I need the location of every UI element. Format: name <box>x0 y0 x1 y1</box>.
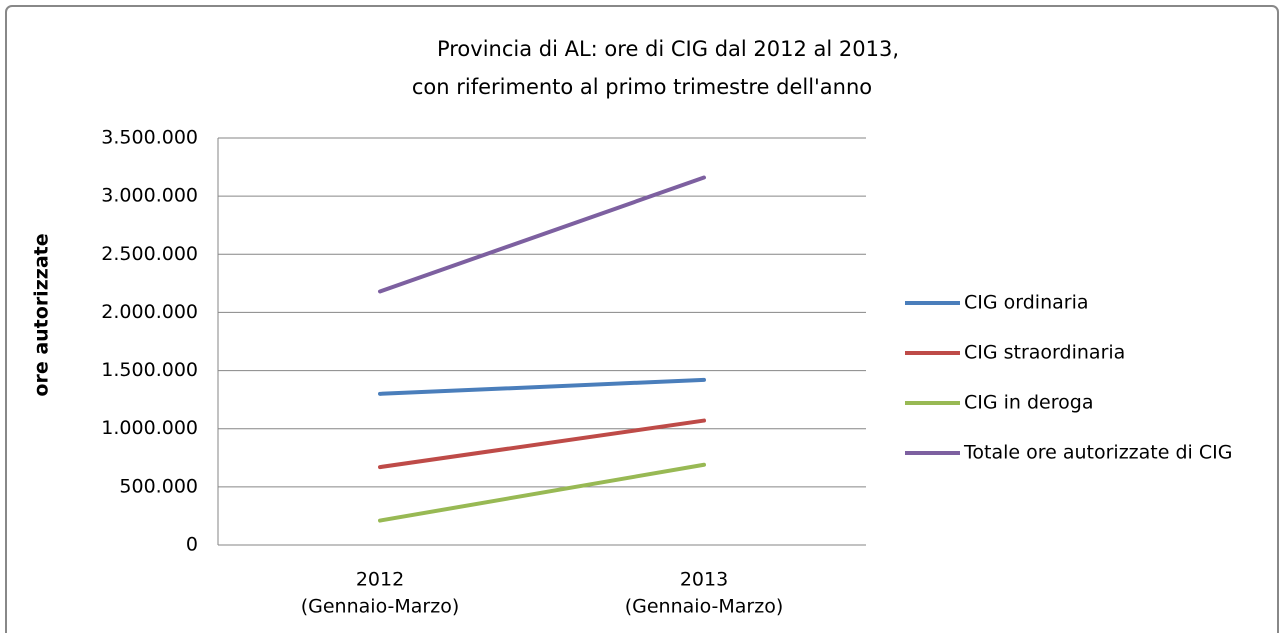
legend-label: CIG in deroga <box>964 392 1093 414</box>
x-tick-label: (Gennaio-Marzo) <box>625 596 784 618</box>
y-tick-label: 3.500.000 <box>101 127 198 149</box>
legend-label: Totale ore autorizzate di CIG <box>963 442 1232 464</box>
series-line <box>378 462 706 523</box>
y-tick-label: 1.000.000 <box>101 417 198 439</box>
chart-border <box>5 5 1279 633</box>
y-tick-label: 1.500.000 <box>101 359 198 381</box>
series-line <box>378 377 706 396</box>
series-line <box>378 418 706 470</box>
y-tick-label: 3.000.000 <box>101 185 198 207</box>
x-tick-label: (Gennaio-Marzo) <box>301 596 460 618</box>
y-axis-title: ore autorizzate <box>31 233 53 396</box>
legend-label: CIG ordinaria <box>964 292 1089 314</box>
chart-title: con riferimento al primo trimestre dell'… <box>412 75 872 99</box>
y-tick-label: 0 <box>186 534 198 556</box>
x-tick-label: 2013 <box>680 569 728 591</box>
series-line <box>378 175 706 294</box>
chart-title: Provincia di AL: ore di CIG dal 2012 al … <box>437 37 899 61</box>
y-tick-label: 2.500.000 <box>101 243 198 265</box>
y-tick-label: 500.000 <box>119 475 198 497</box>
x-tick-label: 2012 <box>356 569 404 591</box>
y-tick-label: 2.000.000 <box>101 301 198 323</box>
legend-label: CIG straordinaria <box>964 342 1125 364</box>
